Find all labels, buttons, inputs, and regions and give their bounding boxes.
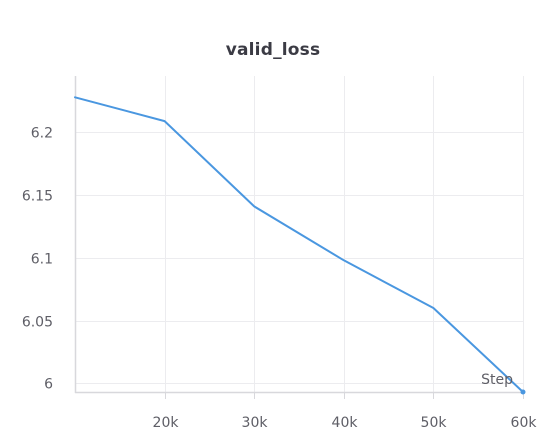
x-tick-labels: 20k 30k 40k 50k 60k — [153, 415, 538, 431]
y-tick-labels: 6 6.05 6.1 6.15 6.2 — [22, 126, 53, 393]
x-tick-label: 20k — [153, 415, 180, 431]
series-layer — [74, 96, 526, 395]
y-tick-label: 6.2 — [31, 126, 53, 142]
x-tick-label: 50k — [421, 415, 448, 431]
x-tick-label: 40k — [332, 415, 359, 431]
x-tick-label: 30k — [242, 415, 269, 431]
x-axis-label: Step — [481, 372, 513, 388]
y-tick-label: 6.15 — [22, 189, 53, 205]
y-tick-label: 6.1 — [31, 252, 53, 268]
y-tick-label: 6 — [44, 377, 53, 393]
series-end-point — [520, 389, 526, 395]
y-tick-label: 6.05 — [22, 315, 53, 331]
axes — [74, 76, 524, 399]
grid-lines — [75, 76, 524, 392]
series-line — [74, 96, 524, 393]
x-tick-label: 60k — [511, 415, 538, 431]
chart-title: valid_loss — [225, 40, 321, 60]
